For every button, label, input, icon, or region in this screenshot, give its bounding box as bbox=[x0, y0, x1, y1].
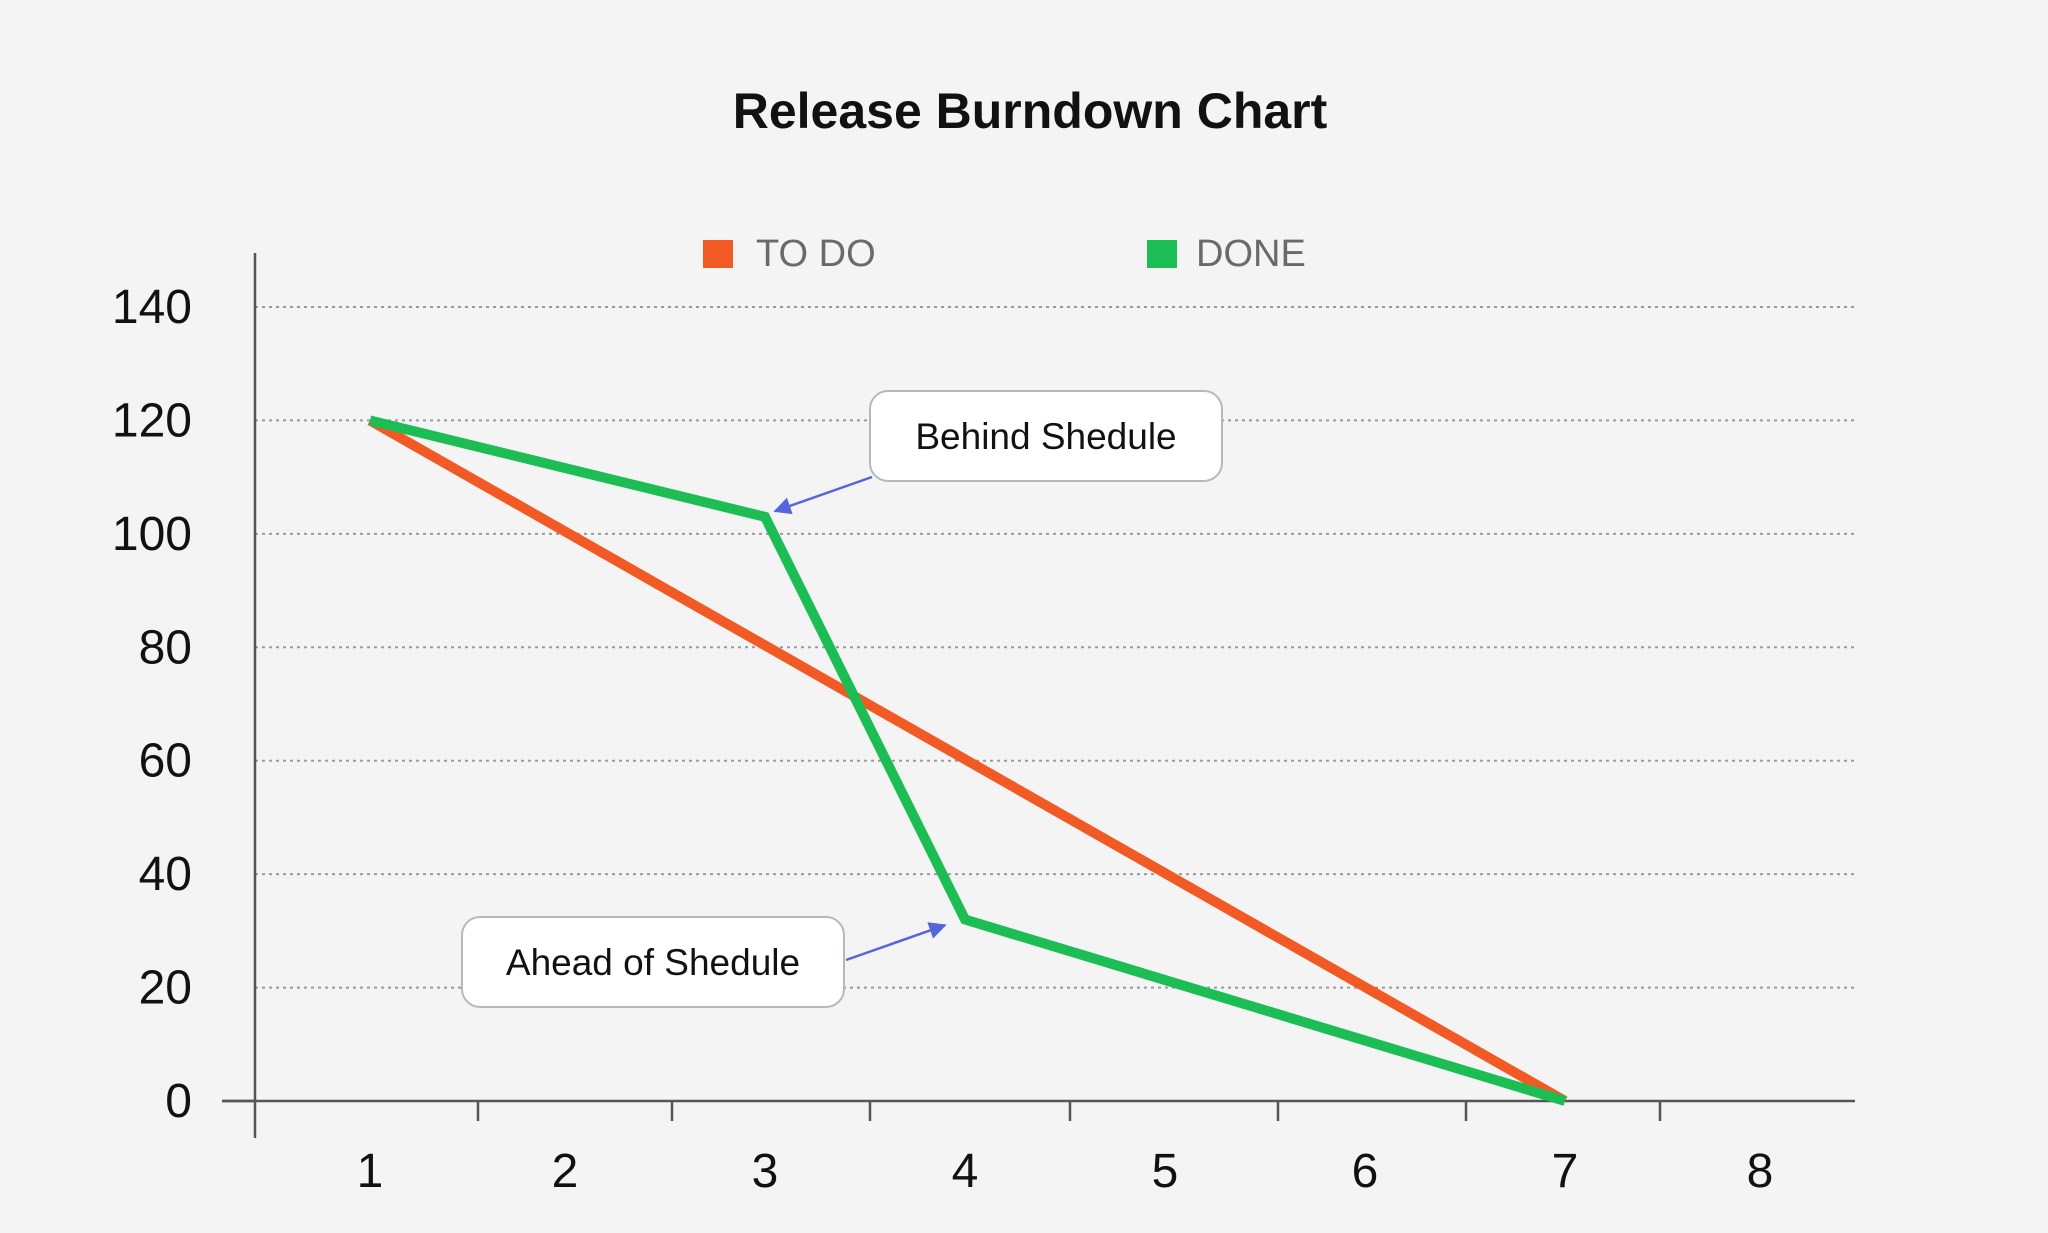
legend-swatch-done bbox=[1147, 240, 1177, 268]
y-tick-label: 140 bbox=[112, 281, 192, 334]
series-line-done bbox=[368, 415, 1567, 1106]
legend-label-to-do: TO DO bbox=[756, 233, 876, 275]
y-tick-label: 100 bbox=[112, 508, 192, 561]
chart-title: Release Burndown Chart bbox=[733, 83, 1328, 139]
x-tick-label: 4 bbox=[952, 1145, 979, 1198]
y-tick-label: 40 bbox=[139, 848, 192, 901]
annotation-arrow-ahead-of-shedule bbox=[845, 922, 947, 962]
y-tick-label: 120 bbox=[112, 394, 192, 447]
y-tick-label: 80 bbox=[139, 621, 192, 674]
x-tick-label: 5 bbox=[1152, 1145, 1179, 1198]
x-tick-label: 2 bbox=[552, 1145, 579, 1198]
y-tick-label: 20 bbox=[139, 962, 192, 1015]
y-tick-label: 60 bbox=[139, 735, 192, 788]
y-tick-label: 0 bbox=[165, 1075, 192, 1128]
x-tick-label: 7 bbox=[1552, 1145, 1579, 1198]
annotation-box-behind-shedule bbox=[869, 390, 1223, 482]
annotation-label-behind-shedule: Behind Shedule bbox=[915, 416, 1176, 457]
x-tick-label: 3 bbox=[752, 1145, 779, 1198]
legend-swatch-to-do bbox=[703, 240, 733, 268]
annotation-arrow-behind-shedule bbox=[773, 475, 873, 515]
x-tick-label: 6 bbox=[1352, 1145, 1379, 1198]
x-tick-label: 8 bbox=[1747, 1145, 1774, 1198]
annotation-box-ahead-of-shedule bbox=[461, 916, 845, 1008]
legend-label-done: DONE bbox=[1196, 233, 1306, 275]
annotation-label-ahead-of-shedule: Ahead of Shedule bbox=[506, 942, 800, 983]
series-line-to-do bbox=[367, 416, 1568, 1106]
x-tick-label: 1 bbox=[357, 1145, 384, 1198]
